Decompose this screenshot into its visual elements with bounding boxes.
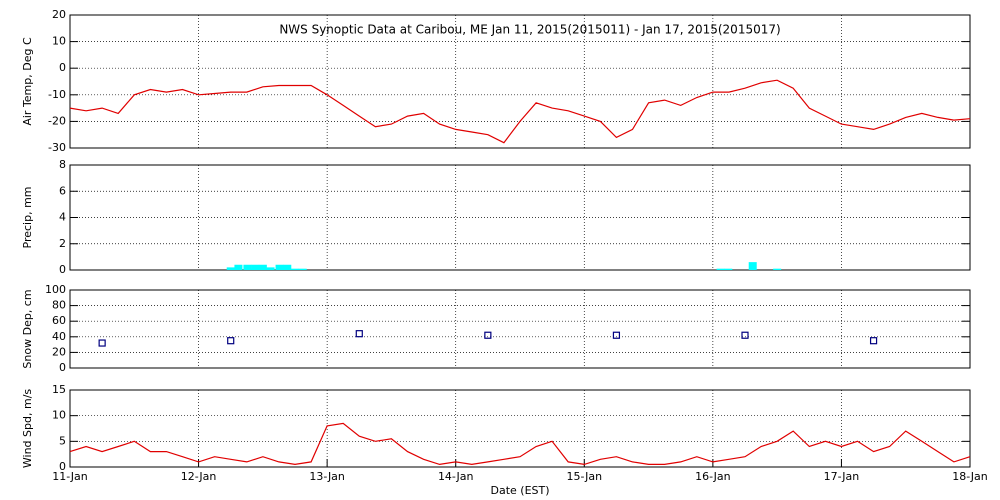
bar [291, 268, 299, 270]
y-tick-label: 0 [59, 61, 66, 74]
y-tick-label: 0 [59, 460, 66, 473]
x-tick-label: 16-Jan [695, 470, 731, 483]
y-tick-label: 60 [52, 314, 66, 327]
y-tick-label: 2 [59, 237, 66, 250]
point [869, 337, 878, 345]
y-tick-label: 10 [52, 409, 66, 422]
y-tick-label: 20 [52, 8, 66, 21]
x-tick-label: 18-Jan [952, 470, 988, 483]
bar [283, 264, 292, 270]
x-tick-label: 12-Jan [181, 470, 217, 483]
plot-frame [69, 289, 971, 369]
y-tick-label: 6 [59, 184, 66, 197]
point [484, 331, 492, 339]
y-tick-label: 100 [45, 283, 66, 296]
y-tick-label: -30 [48, 141, 66, 154]
y-tick-label: 10 [52, 35, 66, 48]
point [355, 330, 363, 338]
line-series [69, 79, 971, 144]
chart-title: NWS Synoptic Data at Caribou, ME Jan 11,… [279, 23, 780, 37]
y-tick-label: 15 [52, 383, 66, 396]
plot-frame [69, 14, 971, 149]
bar [234, 264, 243, 270]
y-tick-label: 40 [52, 330, 66, 343]
bar [243, 264, 252, 270]
y-axis-label: Air Temp, Deg C [21, 37, 34, 126]
y-axis-label: Precip, mm [21, 187, 34, 249]
y-tick-label: 0 [59, 263, 66, 276]
x-tick-label: 17-Jan [824, 470, 860, 483]
plot-frame [69, 389, 971, 468]
y-axis-label: Wind Spd, m/s [21, 389, 34, 469]
y-axis-label: Snow Dep, cm [21, 289, 34, 368]
bar [298, 268, 307, 270]
bar [748, 262, 757, 270]
y-tick-label: 0 [59, 361, 66, 374]
bar [226, 267, 235, 270]
point [612, 331, 621, 339]
bar [724, 268, 733, 270]
y-tick-label: 4 [59, 211, 66, 224]
point [741, 331, 749, 339]
y-tick-label: 80 [52, 299, 66, 312]
x-tick-label: 15-Jan [567, 470, 603, 483]
y-tick-label: -10 [48, 88, 66, 101]
y-tick-label: 8 [59, 158, 66, 171]
bar [251, 264, 260, 270]
plot-frame [69, 164, 971, 271]
bar [258, 264, 267, 270]
x-tick-label: 13-Jan [309, 470, 345, 483]
bar [275, 264, 284, 270]
point [98, 339, 106, 347]
x-tick-label: 11-Jan [52, 470, 88, 483]
x-tick-label: 14-Jan [438, 470, 474, 483]
y-tick-label: 20 [52, 345, 66, 358]
y-tick-label: -20 [48, 114, 66, 127]
bar [266, 267, 275, 270]
y-tick-label: 5 [59, 434, 66, 447]
x-axis-label: Date (EST) [490, 484, 549, 497]
line-series [69, 422, 971, 466]
bar [773, 268, 782, 270]
bar [716, 268, 725, 270]
point [227, 337, 235, 345]
